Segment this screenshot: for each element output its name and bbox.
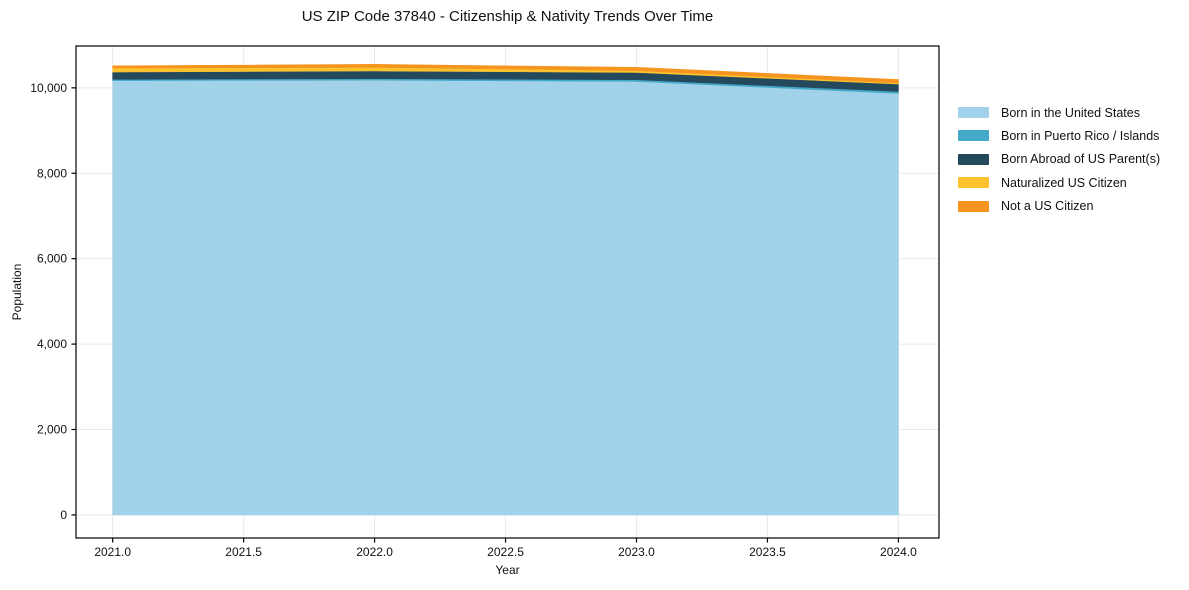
legend: Born in the United States Born in Puerto … <box>958 104 1160 221</box>
y-tick-label: 4,000 <box>37 337 67 351</box>
x-tick-label: 2021.5 <box>225 545 262 559</box>
legend-item: Born in Puerto Rico / Islands <box>958 127 1160 144</box>
area-series <box>112 79 899 516</box>
y-tick-label: 2,000 <box>37 423 67 437</box>
y-tick-label: 8,000 <box>37 166 67 180</box>
y-tick-label: 6,000 <box>37 252 67 266</box>
legend-label: Born Abroad of US Parent(s) <box>1001 152 1161 167</box>
y-tick-label: 0 <box>60 508 67 522</box>
x-tick-label: 2024.0 <box>880 545 917 559</box>
legend-swatch <box>958 107 989 118</box>
legend-label: Naturalized US Citizen <box>1001 175 1127 190</box>
x-tick-label: 2021.0 <box>94 545 131 559</box>
x-tick-label: 2023.5 <box>749 545 786 559</box>
legend-label: Born in the United States <box>1001 105 1140 120</box>
legend-swatch <box>958 153 989 165</box>
legend-item: Born Abroad of US Parent(s) <box>958 151 1160 168</box>
legend-swatch <box>958 130 989 142</box>
x-tick-label: 2023.0 <box>618 545 655 559</box>
legend-label: Born in Puerto Rico / Islands <box>1001 128 1160 143</box>
plot-border <box>75 45 940 539</box>
legend-label: Not a US Citizen <box>1001 199 1094 214</box>
x-tick-label: 2022.5 <box>487 545 524 559</box>
legend-item: Naturalized US Citizen <box>958 174 1160 191</box>
legend-item: Born in the United States <box>958 104 1160 121</box>
legend-item: Not a US Citizen <box>958 198 1160 215</box>
area-series <box>112 64 899 84</box>
legend-swatch <box>958 177 989 189</box>
chart-title: US ZIP Code 37840 - Citizenship & Nativi… <box>301 8 714 25</box>
y-axis-label: Population <box>10 263 24 321</box>
x-tick-label: 2022.0 <box>356 545 393 559</box>
y-tick-label: 10,000 <box>30 81 67 95</box>
legend-swatch <box>958 200 989 212</box>
x-axis-label: Year <box>495 563 520 577</box>
